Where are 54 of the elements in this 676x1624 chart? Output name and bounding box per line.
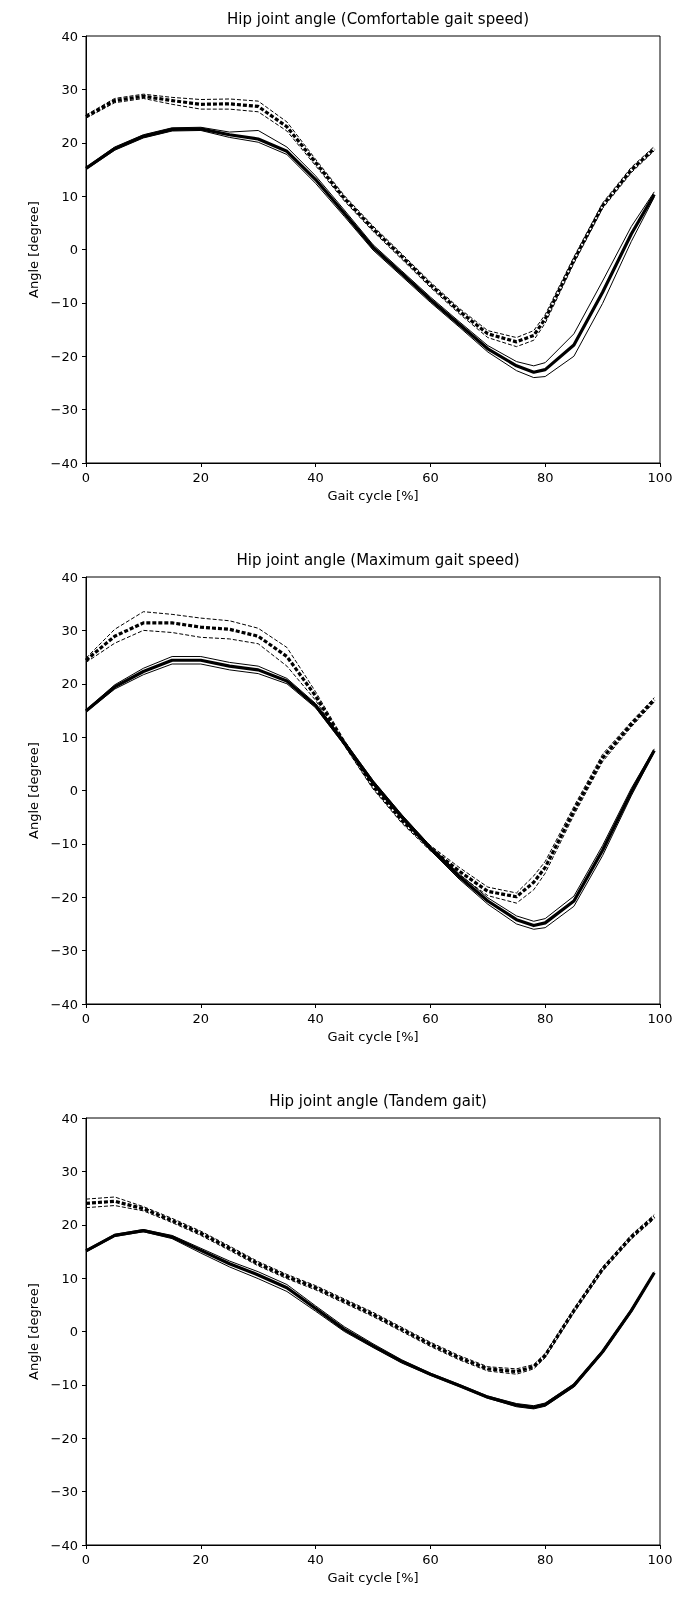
x-tick-label: 20 xyxy=(192,470,210,485)
y-axis-title: Angle [degree] xyxy=(25,201,41,298)
y-tick-label: 30 xyxy=(61,622,78,638)
x-axis-title: Gait cycle [%] xyxy=(327,487,419,503)
y-tick-label: −20 xyxy=(50,348,78,364)
y-tick-label: 40 xyxy=(61,28,78,44)
y-axis-title: Angle [degree] xyxy=(25,742,41,839)
y-tick-label: 0 xyxy=(69,783,78,798)
x-tick-label: 100 xyxy=(647,1552,673,1567)
x-tick-label: 0 xyxy=(81,1011,91,1026)
x-tick-label: 0 xyxy=(81,1552,91,1567)
y-tick-label: 30 xyxy=(61,1163,78,1179)
x-tick-label: 40 xyxy=(307,470,324,485)
x-tick-label: 60 xyxy=(422,470,439,485)
y-tick-label: −20 xyxy=(50,889,78,905)
y-tick-label: −10 xyxy=(50,1377,78,1393)
x-tick-label: 0 xyxy=(81,470,91,485)
y-tick-label: 30 xyxy=(61,81,78,97)
x-tick-label: 80 xyxy=(536,1011,554,1026)
x-axis-title: Gait cycle [%] xyxy=(327,1028,419,1044)
chart-title: Hip joint angle (Maximum gait speed) xyxy=(236,550,520,569)
x-axis-title: Gait cycle [%] xyxy=(327,1569,419,1585)
y-tick-label: −40 xyxy=(50,1537,78,1553)
y-tick-label: −30 xyxy=(50,402,78,418)
x-tick-label: 100 xyxy=(647,470,673,485)
y-tick-label: 40 xyxy=(61,1110,78,1126)
x-tick-label: 80 xyxy=(536,470,554,485)
y-tick-label: 20 xyxy=(61,135,78,151)
y-tick-label: 10 xyxy=(61,188,78,204)
y-tick-label: −10 xyxy=(50,295,78,311)
chart-title: Hip joint angle (Comfortable gait speed) xyxy=(227,9,529,28)
y-tick-label: −10 xyxy=(50,836,78,852)
x-tick-label: 20 xyxy=(192,1552,210,1567)
x-tick-label: 40 xyxy=(307,1552,324,1567)
y-tick-label: −40 xyxy=(50,996,78,1012)
y-axis-title: Angle [degree] xyxy=(25,1283,41,1380)
y-tick-label: −30 xyxy=(50,1484,78,1500)
x-tick-label: 60 xyxy=(422,1011,439,1026)
y-tick-label: 40 xyxy=(61,569,78,585)
x-tick-label: 20 xyxy=(192,1011,210,1026)
y-tick-label: 10 xyxy=(61,1270,78,1286)
chart-title: Hip joint angle (Tandem gait) xyxy=(269,1091,487,1110)
x-tick-label: 60 xyxy=(422,1552,439,1567)
y-tick-label: 20 xyxy=(61,676,78,692)
y-tick-label: 10 xyxy=(61,729,78,745)
y-tick-label: 20 xyxy=(61,1217,78,1233)
x-tick-label: 80 xyxy=(536,1552,554,1567)
x-tick-label: 100 xyxy=(647,1011,673,1026)
y-tick-label: −30 xyxy=(50,943,78,959)
y-tick-label: 0 xyxy=(69,1324,78,1339)
y-tick-label: 0 xyxy=(69,242,78,257)
x-tick-label: 40 xyxy=(307,1011,324,1026)
y-tick-label: −20 xyxy=(50,1430,78,1446)
y-tick-label: −40 xyxy=(50,455,78,471)
